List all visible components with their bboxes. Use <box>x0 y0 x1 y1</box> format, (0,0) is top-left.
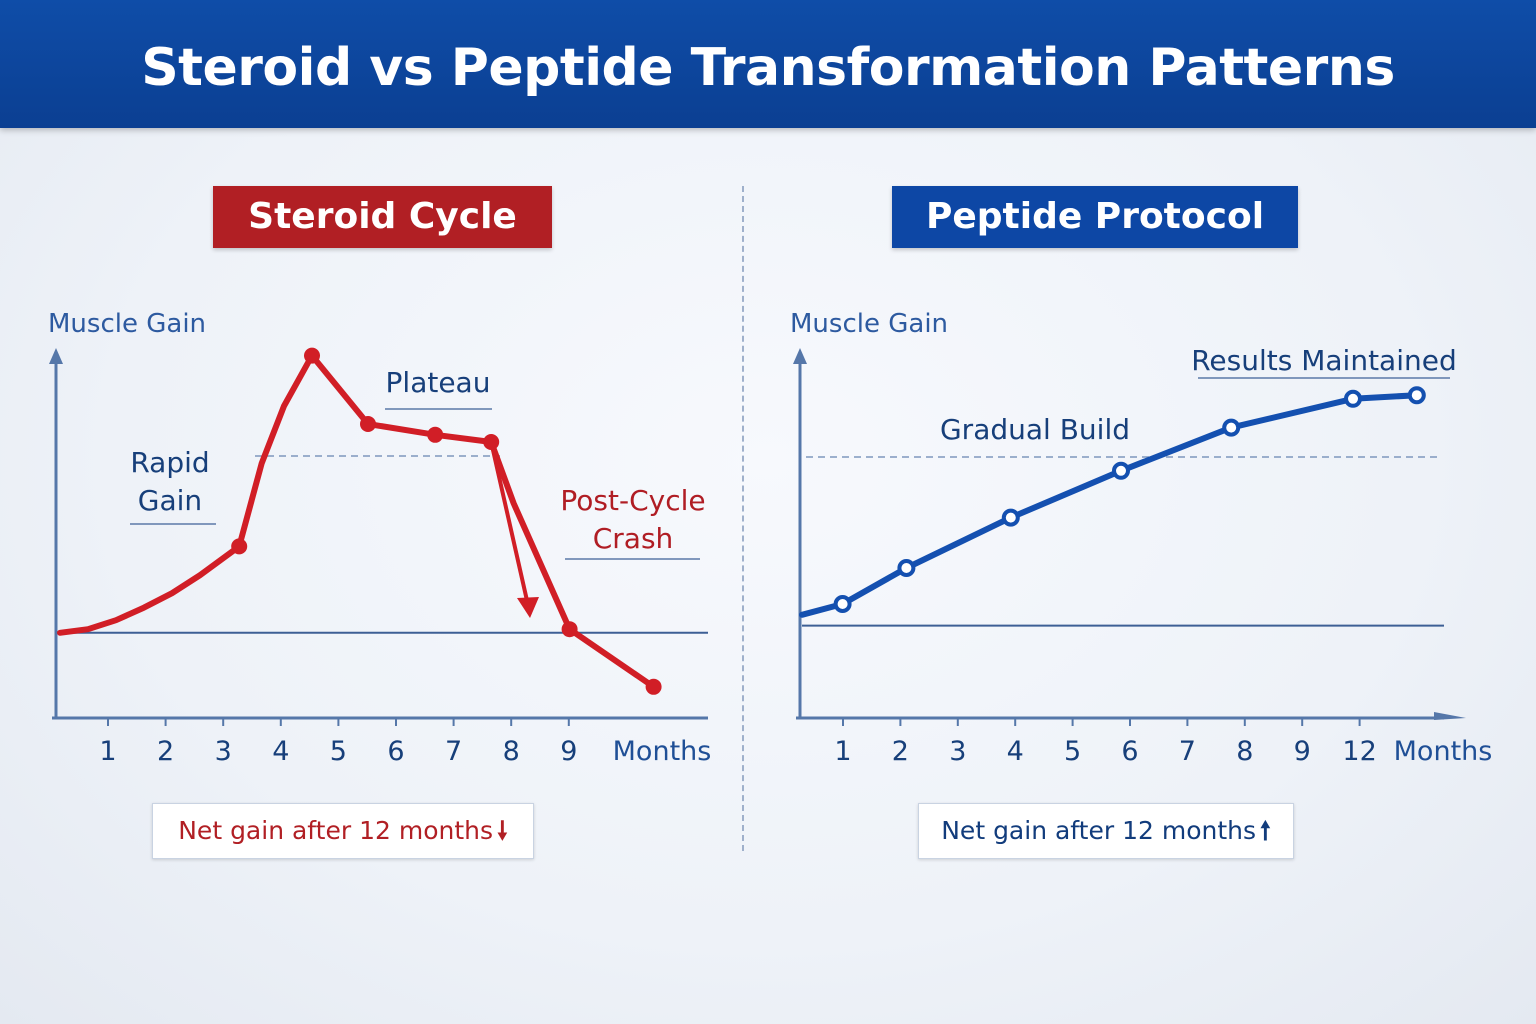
data-point <box>1222 418 1241 437</box>
peptide-panel-title: Peptide Protocol <box>892 186 1298 248</box>
annotation-label: Results Maintained <box>1191 344 1457 377</box>
crash-arrow-line <box>489 441 530 606</box>
annotation-label: Post-Cycle <box>560 484 705 517</box>
steroid-net-gain-box: Net gain after 12 months 🠗 <box>152 803 534 859</box>
x-tick-label: 4 <box>272 736 289 767</box>
steroid-net-gain-label: Net gain after 12 months <box>178 816 494 845</box>
arrow-down-icon: 🠗 <box>497 816 508 845</box>
steroid-panel-title: Steroid Cycle <box>213 186 552 248</box>
x-axis-arrow-icon <box>1434 712 1466 720</box>
annotation-label: Plateau <box>386 366 491 399</box>
peptide-net-gain-label: Net gain after 12 months <box>941 816 1257 845</box>
x-tick-label: 1 <box>834 736 851 767</box>
data-point <box>231 538 248 555</box>
data-point <box>1112 461 1130 480</box>
x-tick-label: 4 <box>1007 736 1024 767</box>
y-axis-label: Muscle Gain <box>790 309 948 339</box>
data-point <box>1407 386 1426 405</box>
x-tick-label: 6 <box>1121 736 1138 767</box>
x-tick-label: 9 <box>560 736 577 767</box>
panel-divider <box>742 186 744 851</box>
page-title: Steroid vs Peptide Transformation Patter… <box>141 38 1395 98</box>
x-axis-label: Months <box>613 736 712 767</box>
x-tick-label: 7 <box>445 736 462 767</box>
y-axis-label: Muscle Gain <box>48 309 206 339</box>
x-tick-label: 5 <box>330 736 347 767</box>
data-point <box>561 621 578 638</box>
x-axis-label: Months <box>1394 736 1493 767</box>
annotation-label: Crash <box>593 522 674 555</box>
x-tick-label: 1 <box>99 736 116 767</box>
annotation-label: Rapid <box>130 446 209 479</box>
x-tick-label: 3 <box>215 736 232 767</box>
x-tick-label: 7 <box>1179 736 1196 767</box>
x-tick-label: 8 <box>503 736 520 767</box>
data-point <box>360 416 376 432</box>
annotation-label: Gradual Build <box>940 413 1130 446</box>
series-line <box>57 352 657 690</box>
data-point <box>304 347 320 364</box>
annotation-label: Gain <box>138 484 202 517</box>
y-axis-arrow-icon <box>49 348 63 364</box>
x-tick-label: 3 <box>949 736 966 767</box>
series-line <box>799 392 1420 618</box>
x-tick-label: 8 <box>1236 736 1253 767</box>
crash-arrow-icon <box>517 597 539 618</box>
x-tick-label: 12 <box>1342 736 1376 767</box>
x-tick-label: 9 <box>1294 736 1311 767</box>
x-tick-label: 5 <box>1064 736 1081 767</box>
data-point <box>1001 508 1020 527</box>
data-point <box>427 426 444 443</box>
y-axis-arrow-icon <box>793 348 807 364</box>
x-tick-label: 6 <box>387 736 404 767</box>
header-banner <box>0 0 1536 128</box>
steroid-chart: 1 2 3 4 5 6 7 8 9 Months Muscle Gain Rapid Gain Plate… <box>48 309 711 767</box>
peptide-net-gain-box: Net gain after 12 months 🠕 <box>918 803 1294 859</box>
data-point <box>645 678 662 695</box>
arrow-up-icon: 🠕 <box>1260 816 1271 845</box>
data-point <box>833 595 852 613</box>
data-point <box>897 559 916 577</box>
x-tick-label: 2 <box>892 736 909 767</box>
x-tick-label: 2 <box>157 736 174 767</box>
data-point <box>1344 389 1362 408</box>
